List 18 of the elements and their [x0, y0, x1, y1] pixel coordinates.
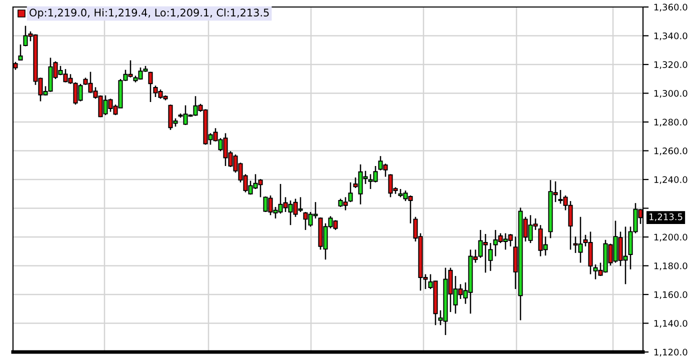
y-tick-label: 1,360.0 — [654, 4, 688, 12]
candlestick — [148, 71, 153, 103]
candlestick — [18, 44, 23, 61]
candlestick — [488, 242, 493, 272]
y-tick-label: 1,180.0 — [654, 262, 688, 270]
y-tick-label: 1,140.0 — [654, 320, 688, 328]
text: 1,213.5 — [650, 213, 682, 222]
candlestick — [348, 182, 353, 203]
y-tick-label: 1,120.0 — [654, 348, 688, 356]
y-tick-label: 1,280.0 — [654, 118, 688, 126]
y-tick-label: 1,260.0 — [654, 147, 688, 156]
y-tick-label: 1,300.0 — [654, 90, 688, 98]
y-tick-label: 1,320.0 — [654, 61, 688, 69]
annotation: Op:1,219.0, Hi:1,219.4, Lo:1,209.1, Cl:1,213.5 — [30, 8, 269, 19]
y-tick-label: 1,200.0 — [654, 234, 688, 242]
y-tick-label: 1,340.0 — [654, 32, 688, 40]
y-tick-label: 1,160.0 — [654, 291, 688, 299]
y-tick-label: 1,240.0 — [654, 176, 688, 184]
